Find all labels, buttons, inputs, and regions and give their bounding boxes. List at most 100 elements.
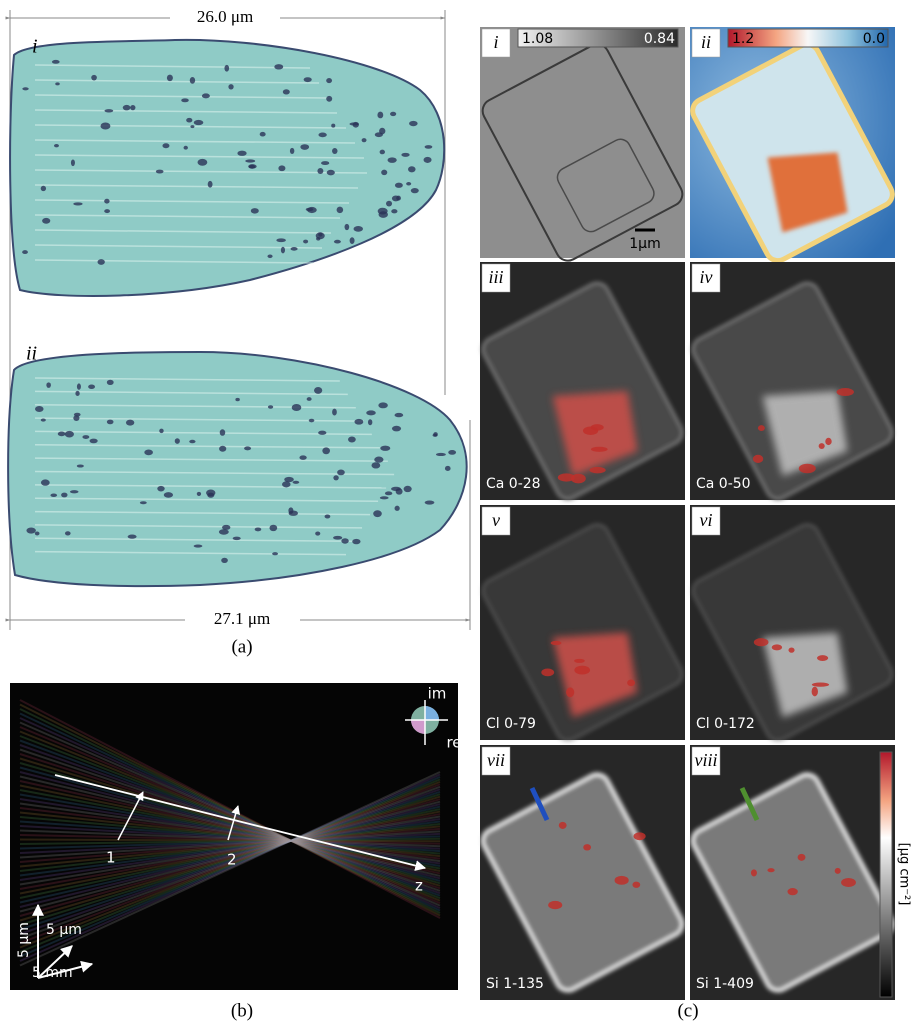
cell-spot bbox=[332, 409, 337, 416]
cell-spot bbox=[322, 447, 330, 454]
cell-spot bbox=[411, 188, 419, 193]
image-tile: viiiSi 1-409 bbox=[688, 745, 896, 1000]
cell-spot bbox=[317, 168, 323, 174]
cell-spot bbox=[388, 157, 397, 163]
element-label: Si 1-135 bbox=[486, 976, 544, 992]
cell-spot bbox=[194, 120, 204, 125]
cell-spot bbox=[91, 75, 97, 81]
cell-spot bbox=[157, 486, 164, 492]
cell-spot bbox=[337, 207, 344, 213]
cell-spot bbox=[77, 383, 81, 389]
cell-spot bbox=[374, 457, 383, 463]
cell-spot bbox=[390, 112, 396, 116]
cell-spot bbox=[194, 545, 203, 548]
cell-spot bbox=[41, 186, 46, 191]
cell-spot bbox=[189, 440, 195, 444]
cell-spot bbox=[220, 429, 226, 436]
si-colorbar: [μg cm⁻²] bbox=[880, 752, 912, 997]
cell-spot bbox=[159, 429, 163, 433]
hotspot bbox=[772, 644, 782, 650]
cell-spot bbox=[22, 87, 28, 90]
cell-spot bbox=[373, 510, 382, 517]
panel-b: im re z 1 2 5 μm 5 μm 5 mm (b) bbox=[10, 683, 462, 1021]
cell-spot bbox=[208, 181, 213, 188]
cell-spot bbox=[65, 531, 71, 535]
cell-spot bbox=[309, 419, 315, 423]
cell-spot bbox=[380, 496, 389, 499]
cell-spot bbox=[251, 208, 259, 214]
cell-spot bbox=[65, 431, 74, 438]
hotspot bbox=[559, 822, 567, 829]
cell-spot bbox=[385, 491, 392, 495]
cell-spot bbox=[326, 96, 332, 102]
cell-spot bbox=[50, 493, 57, 497]
tile-label: v bbox=[492, 510, 500, 530]
hotspot bbox=[841, 878, 856, 887]
cell-spot bbox=[198, 159, 208, 166]
cell-spot bbox=[391, 209, 397, 213]
cell-spot bbox=[281, 247, 285, 254]
element-label: Ca 0-28 bbox=[486, 476, 541, 492]
cell-spot bbox=[71, 159, 75, 166]
colorbar-label: 1.2 bbox=[732, 31, 754, 47]
tile-label: ii bbox=[701, 32, 711, 52]
hotspot bbox=[583, 844, 591, 850]
cell-spot bbox=[197, 492, 201, 496]
hotspot bbox=[812, 687, 818, 697]
cell-spot bbox=[408, 166, 416, 172]
cell-spot bbox=[190, 125, 194, 128]
cell-spot bbox=[35, 406, 44, 412]
cell-spot bbox=[100, 123, 110, 130]
hotspot bbox=[798, 854, 806, 861]
cell-spot bbox=[123, 105, 131, 111]
hotspot bbox=[767, 868, 774, 872]
element-label: Cl 0-79 bbox=[486, 716, 536, 732]
cell-spot bbox=[54, 144, 59, 147]
cell-spot bbox=[126, 420, 134, 426]
cell-spot bbox=[186, 118, 192, 123]
hotspot bbox=[589, 467, 605, 473]
sub-label: ii bbox=[26, 343, 37, 365]
cell-spot bbox=[272, 552, 278, 555]
cell-spot bbox=[22, 250, 28, 254]
hotspot bbox=[753, 455, 763, 463]
hotspot bbox=[632, 882, 640, 888]
cell-image bbox=[8, 352, 467, 586]
hotspot bbox=[837, 388, 854, 396]
cell-spot bbox=[35, 531, 40, 535]
cell-spot bbox=[292, 404, 302, 411]
cell-spot bbox=[380, 446, 390, 451]
colorbar bbox=[880, 752, 892, 997]
hotspot bbox=[751, 869, 757, 876]
cell-spot bbox=[107, 420, 114, 425]
hotspot bbox=[633, 832, 645, 840]
cell-spot bbox=[409, 121, 418, 126]
hotspot bbox=[583, 427, 598, 435]
cell-spot bbox=[377, 112, 383, 119]
cell-spot bbox=[206, 490, 215, 497]
cell-spot bbox=[307, 397, 312, 401]
cell-spot bbox=[244, 446, 251, 450]
cell-spot bbox=[175, 438, 180, 444]
cell-spot bbox=[306, 208, 314, 211]
cell-spot bbox=[331, 124, 335, 128]
cell-spot bbox=[233, 537, 241, 540]
scale-label: 5 μm bbox=[46, 922, 82, 938]
axis-label: z bbox=[415, 877, 423, 895]
cell-spot bbox=[354, 226, 363, 232]
cell-spot bbox=[345, 224, 350, 230]
cell-spot bbox=[395, 183, 403, 188]
cell-spot bbox=[90, 439, 98, 444]
cell-spot bbox=[278, 165, 285, 171]
cell-spot bbox=[130, 105, 135, 110]
hotspot bbox=[548, 901, 562, 909]
cell-spot bbox=[392, 196, 400, 202]
cell-spot bbox=[304, 77, 312, 82]
cell-spot bbox=[282, 481, 291, 487]
hotspot bbox=[788, 647, 794, 652]
cell-spot bbox=[337, 470, 345, 476]
cell-spot bbox=[97, 259, 104, 265]
tile-label: viii bbox=[695, 750, 718, 770]
colorbar-unit: [μg cm⁻²] bbox=[897, 843, 912, 906]
